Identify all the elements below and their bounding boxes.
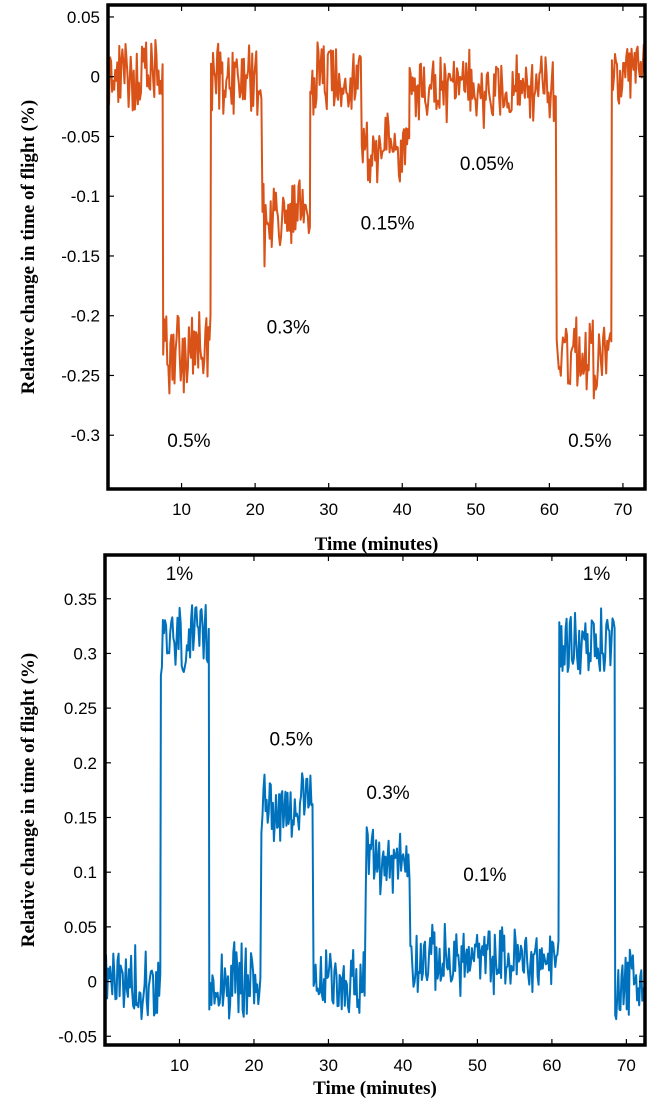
- y-tick-label: 0.25: [64, 699, 97, 718]
- step-annotation-label: 0.05%: [460, 154, 514, 175]
- step-annotation-label: 0.3%: [366, 783, 409, 804]
- step-annotation-label: 0.5%: [167, 431, 210, 452]
- series-line: [104, 604, 646, 1021]
- y-tick-label: -0.3: [71, 426, 100, 445]
- step-annotation-label: 0.1%: [463, 865, 506, 886]
- x-tick-label: 50: [466, 500, 485, 519]
- y-tick-label: 0.35: [64, 590, 97, 609]
- series-line: [107, 39, 646, 400]
- chart-top-panel: 10 20 30 40 50 60 70 0.05 0 -0.05 -0.1 -0.15 -0.2 -0.…: [18, 3, 647, 555]
- step-annotation-label: 1%: [583, 564, 611, 585]
- y-tick-label: -0.2: [71, 307, 100, 326]
- step-annotation-label: 0.5%: [568, 431, 611, 452]
- x-tick-label: 10: [170, 1056, 189, 1075]
- step-annotation-label: 0.15%: [361, 214, 415, 235]
- x-tick-label: 20: [246, 500, 265, 519]
- y-tick-label: -0.05: [58, 1027, 97, 1046]
- y-axis-label: Relative change in time of flight (%): [18, 100, 39, 394]
- y-tick-label: 0.05: [67, 8, 100, 27]
- x-tick-label: 50: [468, 1056, 487, 1075]
- y-tick-label: -0.25: [61, 366, 100, 385]
- x-tick-label: 60: [540, 500, 559, 519]
- y-tick-label: -0.1: [71, 187, 100, 206]
- x-axis-label: Time (minutes): [313, 1078, 437, 1099]
- y-tick-label: -0.15: [61, 247, 100, 266]
- step-annotation-label: 0.5%: [270, 729, 313, 750]
- step-annotation-label: 1%: [166, 564, 194, 585]
- x-tick-label: 70: [613, 500, 632, 519]
- step-annotation-label: 0.3%: [267, 318, 310, 339]
- plot-frame: [106, 3, 647, 491]
- x-tick-label: 10: [172, 500, 191, 519]
- x-tick-label: 30: [319, 500, 338, 519]
- y-tick-label: 0: [88, 973, 97, 992]
- x-tick-label: 70: [617, 1056, 636, 1075]
- y-tick-label: 0.2: [73, 754, 97, 773]
- x-tick-label: 40: [393, 500, 412, 519]
- x-tick-label: 30: [319, 1056, 338, 1075]
- y-axis-label: Relative change in time of flight (%): [18, 653, 39, 947]
- x-tick-label: 20: [245, 1056, 264, 1075]
- y-tick-label: -0.05: [61, 127, 100, 146]
- chart-bottom-panel: 10 20 30 40 50 60 70 0.35 0.3 0.25 0.2 0.15 0.1 0.05 0…: [18, 553, 647, 1099]
- y-tick-label: 0.3: [73, 644, 97, 663]
- y-tick-label: 0.15: [64, 809, 97, 828]
- x-tick-label: 60: [542, 1056, 561, 1075]
- x-tick-label: 40: [393, 1056, 412, 1075]
- y-tick-label: 0.05: [64, 918, 97, 937]
- x-axis-label: Time (minutes): [315, 534, 439, 555]
- plot-frame: [103, 553, 647, 1047]
- y-tick-label: 0.1: [73, 863, 97, 882]
- y-tick-label: 0: [91, 68, 100, 87]
